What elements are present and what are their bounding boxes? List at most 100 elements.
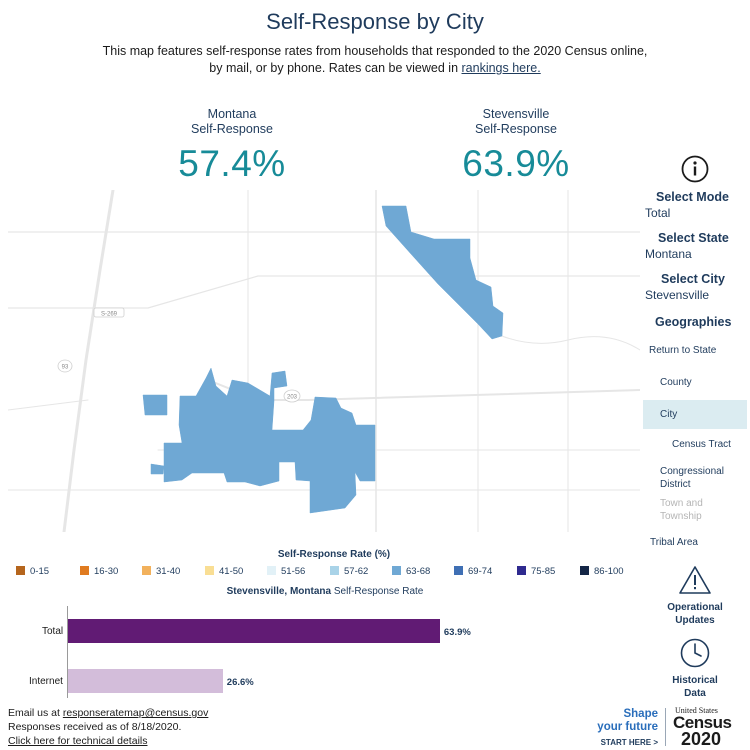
legend-label: 63-68 (406, 566, 431, 577)
legend-label: 51-56 (281, 566, 306, 577)
received-date: Responses received as of 8/18/2020. (8, 721, 182, 733)
total-rate-bar[interactable] (68, 619, 440, 643)
technical-details-link[interactable]: Click here for technical details (8, 735, 148, 747)
historical-line1: Historical (672, 675, 718, 686)
bar-label-total: Total (42, 626, 64, 637)
legend-item: 51-56 (267, 566, 305, 577)
email-link[interactable]: responseratemap@census.gov (62, 707, 209, 719)
legend-label: 16-30 (94, 566, 119, 577)
start-here-link[interactable]: START HERE > (600, 738, 658, 747)
rate-chart-title: Stevensville, Montana Self-Response Rate (200, 586, 450, 597)
highway-93-road (62, 190, 115, 532)
legend-item: 57-62 (330, 566, 368, 577)
legend-swatch (392, 566, 401, 575)
email-prefix: Email us at (8, 707, 60, 719)
rankings-link[interactable]: rankings here. (461, 61, 541, 75)
legend-swatch (80, 566, 89, 575)
logo-divider (665, 708, 666, 746)
road (8, 275, 640, 309)
route-203-label: 203 (287, 395, 298, 401)
legend-item: 69-74 (454, 566, 492, 577)
geo-town-line2: Township (660, 511, 702, 522)
legend-label: 57-62 (344, 566, 369, 577)
city-kpi-label: Self-Response (475, 122, 557, 136)
legend-swatch (267, 566, 276, 575)
route-93-shield (57, 359, 73, 373)
technical-details-line: Click here for technical details (8, 735, 147, 747)
legend-swatch (205, 566, 214, 575)
geo-city-label: City (660, 409, 678, 420)
state-name: Montana (207, 107, 257, 121)
operational-updates-link[interactable]: Operational Updates (645, 601, 745, 627)
route-203-shield (283, 389, 301, 403)
city-name: Stevensville (482, 107, 550, 121)
shape-line2: your future (597, 721, 658, 733)
shape-your-future-tagline: Shape your future START HERE > (592, 708, 658, 749)
warning-icon[interactable] (678, 565, 712, 600)
internet-rate-bar[interactable] (68, 669, 223, 693)
legend-item: 0-15 (16, 566, 49, 577)
geo-city-selected[interactable]: City (643, 400, 747, 429)
legend-item: 75-85 (517, 566, 555, 577)
geo-county[interactable]: County (660, 377, 692, 388)
census-2020-logo[interactable]: Shape your future START HERE > United St… (589, 706, 749, 750)
select-city-label: Select City (661, 272, 725, 286)
route-s269-label: S-269 (101, 312, 118, 318)
geo-congressional-district[interactable]: Congressional District (660, 465, 724, 491)
geo-return-to-state[interactable]: Return to State (649, 345, 717, 356)
legend-swatch (142, 566, 151, 575)
united-states-text: United States (675, 706, 718, 715)
legend-item: 16-30 (80, 566, 118, 577)
clock-icon[interactable] (679, 637, 711, 674)
city-boundary-main-area[interactable] (142, 367, 376, 514)
info-icon[interactable] (680, 154, 710, 189)
state-self-response-kpi: Montana Self-Response 57.4% (132, 107, 332, 185)
geo-congressional-line2: District (660, 479, 691, 490)
geo-congressional-line1: Congressional (660, 466, 724, 477)
bar-chart-axis (67, 606, 68, 698)
geographies-label: Geographies (655, 315, 732, 329)
census-year: 2020 (681, 729, 722, 749)
city-self-response-kpi: Stevensville Self-Response 63.9% (416, 107, 616, 185)
legend-label: 31-40 (156, 566, 181, 577)
geo-town-and-township: Town and Township (660, 497, 703, 523)
road (487, 329, 640, 351)
select-state-dropdown[interactable]: Montana (645, 247, 692, 261)
route-93-label: 93 (62, 365, 69, 371)
road (8, 399, 89, 411)
total-rate-value: 63.9% (443, 627, 471, 638)
map-canvas[interactable]: S-269 93 203 (8, 190, 640, 532)
geo-tribal-area[interactable]: Tribal Area (650, 537, 698, 548)
legend-label: 41-50 (219, 566, 244, 577)
operational-line1: Operational (667, 602, 723, 613)
rate-chart-place: Stevensville, Montana (226, 586, 332, 597)
legend-label: 86-100 (594, 566, 624, 577)
geo-census-tract[interactable]: Census Tract (672, 439, 731, 450)
legend-swatch (16, 566, 25, 575)
city-map[interactable]: S-269 93 203 (8, 190, 640, 532)
city-boundary-north-parcel[interactable] (381, 205, 504, 340)
legend-item: 31-40 (142, 566, 180, 577)
legend-swatch (454, 566, 463, 575)
state-kpi-label: Self-Response (191, 122, 273, 136)
legend-label: 75-85 (531, 566, 556, 577)
historical-data-link[interactable]: Historical Data (645, 674, 745, 700)
legend-item: 63-68 (392, 566, 430, 577)
page-description: This map features self-response rates fr… (100, 43, 650, 77)
select-state-label: Select State (658, 231, 729, 245)
select-mode-label: Select Mode (656, 190, 729, 204)
legend-item: 41-50 (205, 566, 243, 577)
operational-line2: Updates (675, 615, 715, 626)
legend-swatch (330, 566, 339, 575)
internet-rate-value: 26.6% (226, 677, 254, 688)
page-title: Self-Response by City (266, 9, 484, 34)
shape-line1: Shape (623, 708, 658, 720)
legend-title: Self-Response Rate (%) (277, 549, 391, 560)
select-mode-dropdown[interactable]: Total (645, 206, 671, 220)
historical-line2: Data (684, 688, 706, 699)
description-text: This map features self-response rates fr… (102, 44, 648, 75)
legend-swatch (580, 566, 589, 575)
state-rate-value: 57.4% (178, 143, 286, 184)
bar-label-internet: Internet (29, 676, 63, 687)
select-city-dropdown[interactable]: Stevensville (645, 288, 710, 302)
